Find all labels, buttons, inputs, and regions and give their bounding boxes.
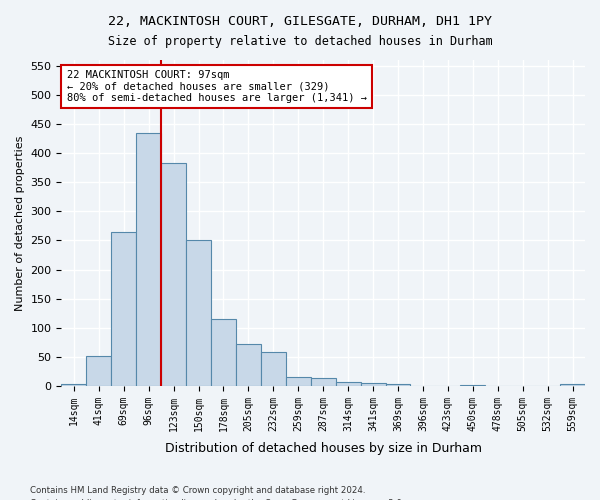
Text: Contains public sector information licensed under the Open Government Licence v3: Contains public sector information licen… (30, 498, 404, 500)
Bar (386, 384, 410, 386)
Bar (111, 232, 136, 386)
Bar (335, 382, 361, 386)
Text: Contains HM Land Registry data © Crown copyright and database right 2024.: Contains HM Land Registry data © Crown c… (30, 486, 365, 495)
Bar (560, 384, 585, 386)
Bar (136, 132, 161, 386)
Bar (361, 383, 386, 386)
Bar (286, 377, 311, 386)
Bar (161, 163, 186, 386)
Bar (261, 352, 286, 386)
Text: Size of property relative to detached houses in Durham: Size of property relative to detached ho… (107, 35, 493, 48)
Bar (61, 384, 86, 386)
Bar (311, 378, 335, 386)
Y-axis label: Number of detached properties: Number of detached properties (15, 136, 25, 310)
Text: 22 MACKINTOSH COURT: 97sqm
← 20% of detached houses are smaller (329)
80% of sem: 22 MACKINTOSH COURT: 97sqm ← 20% of deta… (67, 70, 367, 103)
Text: 22, MACKINTOSH COURT, GILESGATE, DURHAM, DH1 1PY: 22, MACKINTOSH COURT, GILESGATE, DURHAM,… (108, 15, 492, 28)
Bar (211, 319, 236, 386)
Bar (86, 356, 111, 386)
Bar (186, 240, 211, 386)
X-axis label: Distribution of detached houses by size in Durham: Distribution of detached houses by size … (165, 442, 482, 455)
Bar (236, 344, 261, 386)
